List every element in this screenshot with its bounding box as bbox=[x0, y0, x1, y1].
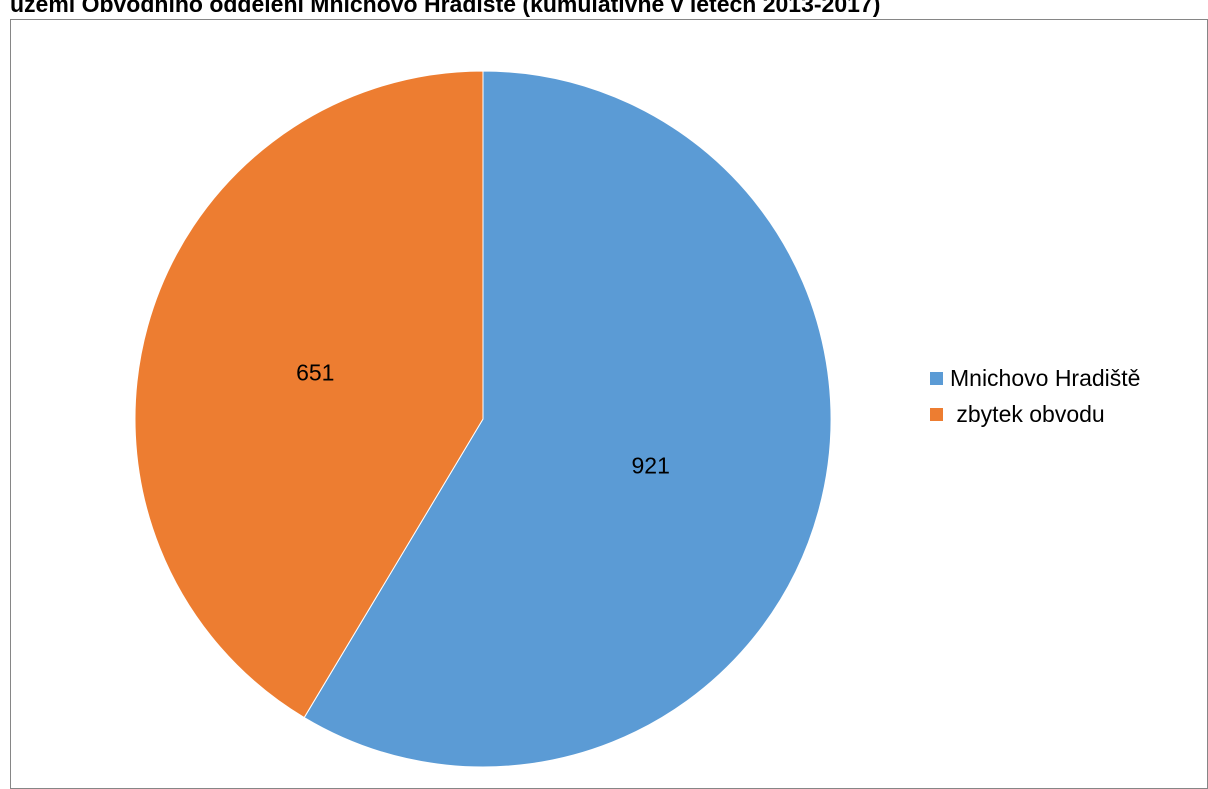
pie-slice-1 bbox=[303, 70, 832, 768]
legend-item-mnichovo-hradiste: Mnichovo Hradiště bbox=[930, 360, 1140, 396]
pie-slice-2 bbox=[134, 70, 484, 719]
legend-item-zbytek-obvodu: zbytek obvodu bbox=[930, 396, 1140, 432]
legend-label: Mnichovo Hradiště bbox=[950, 364, 1141, 391]
data-label-slice-2: 651 bbox=[296, 360, 334, 386]
chart-title: území Obvodního oddělení Mnichovo Hradiš… bbox=[10, 0, 881, 17]
legend-swatch bbox=[930, 407, 943, 421]
legend: Mnichovo Hradiště zbytek obvodu bbox=[930, 360, 1140, 432]
legend-swatch bbox=[930, 371, 943, 385]
legend-label: zbytek obvodu bbox=[950, 400, 1105, 427]
data-label-slice-1: 921 bbox=[632, 452, 670, 478]
